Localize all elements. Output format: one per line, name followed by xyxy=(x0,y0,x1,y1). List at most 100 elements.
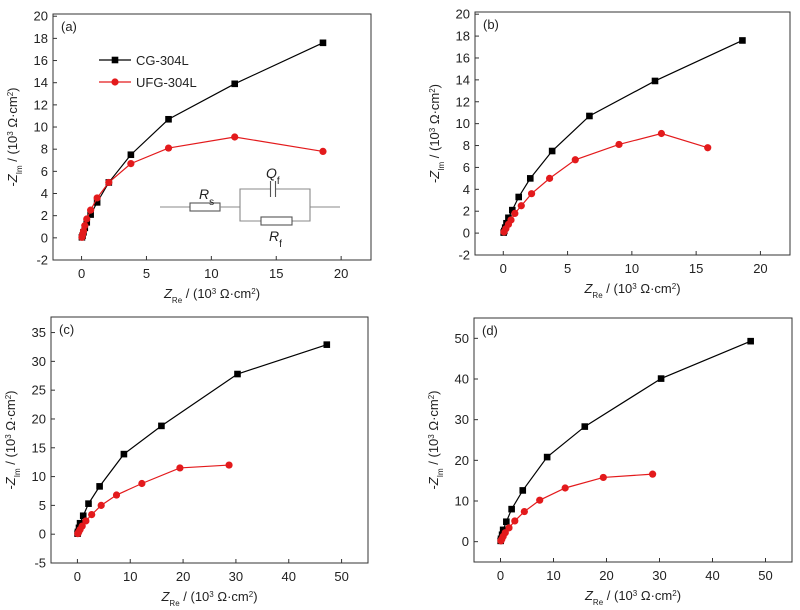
x-tick-label: 15 xyxy=(689,261,703,276)
panel-label: (c) xyxy=(59,322,74,337)
legend: CG-304L UFG-304L xyxy=(99,53,197,90)
y-tick-label: 18 xyxy=(34,31,48,46)
y-tick-label: 16 xyxy=(34,53,48,68)
x-tick-label: 10 xyxy=(546,568,560,583)
x-tick-label: 0 xyxy=(74,569,81,584)
y-tick-label: 6 xyxy=(463,160,470,175)
data-point-square xyxy=(543,453,551,461)
data-point-circle xyxy=(511,517,519,525)
data-point-square xyxy=(234,370,241,378)
x-tick-label: 10 xyxy=(625,261,639,276)
data-point-circle xyxy=(138,479,146,488)
data-point-circle xyxy=(505,524,513,532)
x-tick-label: 10 xyxy=(204,266,218,281)
data-point-circle xyxy=(561,484,569,492)
data-point-square xyxy=(747,337,754,345)
y-tick-label: 0 xyxy=(39,527,46,542)
data-point-circle xyxy=(97,501,105,509)
data-point-circle xyxy=(545,174,554,182)
x-tick-label: 0 xyxy=(497,568,504,583)
data-point-circle xyxy=(231,133,239,141)
data-point-circle xyxy=(88,511,96,519)
series-line xyxy=(76,344,327,534)
x-tick-label: 20 xyxy=(176,569,190,584)
y-tick-label: 6 xyxy=(41,164,48,179)
y-tick-label: 10 xyxy=(34,120,48,135)
panel-label: (d) xyxy=(482,323,498,338)
y-tick-label: 20 xyxy=(455,453,469,468)
x-tick-label: 5 xyxy=(143,266,150,281)
y-tick-label: 18 xyxy=(456,29,470,44)
resistor-rf xyxy=(260,216,293,226)
equivalent-circuit-inset xyxy=(160,181,340,226)
data-point-square xyxy=(586,112,593,120)
series-line xyxy=(503,39,743,233)
data-point-square xyxy=(508,206,516,214)
panel-c: 0 10 20 30 40 50 -5 0 5 10 15 20 25 30 35 ZRe / (103 Ω·… xyxy=(3,316,369,608)
y-tick-label: 30 xyxy=(32,354,46,369)
y-tick-label: 30 xyxy=(455,412,469,427)
data-point-circle xyxy=(501,529,509,537)
y-tick-label: 12 xyxy=(34,97,48,112)
label-rs: Rs xyxy=(199,186,214,208)
data-point-circle xyxy=(225,461,233,469)
y-tick-label: 15 xyxy=(32,440,46,455)
y-tick-label: 2 xyxy=(463,204,470,219)
series-cg-304l xyxy=(500,37,746,236)
data-point-square xyxy=(503,518,510,526)
data-point-square xyxy=(120,450,128,458)
legend-label: UFG-304L xyxy=(136,75,197,90)
legend-label: CG-304L xyxy=(136,53,189,68)
data-point-circle xyxy=(78,522,86,530)
y-tick-label: -2 xyxy=(36,253,48,268)
data-point-circle xyxy=(319,147,327,156)
panel-a: 0 5 10 15 20 -2 0 2 4 6 8 10 12 14 16 18 20 ZRe / (103 Ω·… xyxy=(5,9,372,305)
y-tick-label: 8 xyxy=(41,142,48,157)
data-point-square xyxy=(519,487,527,494)
y-tick-label: 20 xyxy=(34,9,48,24)
y-tick-label: 0 xyxy=(463,226,470,241)
y-tick-label: 12 xyxy=(456,94,470,109)
x-tick-label: 40 xyxy=(705,568,719,583)
y-tick-label: 14 xyxy=(456,72,470,87)
data-point-square xyxy=(548,147,556,155)
x-tick-label: 0 xyxy=(500,261,507,276)
series-cg-304l xyxy=(497,337,754,545)
series-line xyxy=(77,464,230,534)
data-point-circle xyxy=(511,209,519,218)
y-axis-label: -ZIm / (103 Ω·cm2) xyxy=(426,390,445,489)
data-point-circle xyxy=(571,156,579,164)
panel-label: (a) xyxy=(61,19,77,34)
plot-frame xyxy=(52,13,372,261)
legend-marker-square xyxy=(111,56,119,64)
x-tick-label: 50 xyxy=(334,569,348,584)
data-point-circle xyxy=(615,140,623,149)
x-tick-label: 30 xyxy=(229,569,243,584)
series-ufg-304l xyxy=(500,129,712,236)
y-tick-label: 0 xyxy=(462,534,469,549)
data-point-square xyxy=(651,77,659,85)
y-tick-label: 25 xyxy=(32,383,46,398)
y-tick-label: 5 xyxy=(39,498,46,513)
y-tick-label: 40 xyxy=(455,372,469,387)
data-point-circle xyxy=(83,215,91,223)
data-point-circle xyxy=(112,491,121,499)
y-tick-label: 0 xyxy=(41,230,48,245)
y-axis-label: -ZIm / (103 Ω·cm2) xyxy=(3,390,22,489)
panel-label: (b) xyxy=(483,17,499,32)
x-tick-label: 20 xyxy=(334,266,348,281)
data-point-square xyxy=(319,39,327,47)
series-line xyxy=(500,340,751,541)
x-tick-label: 0 xyxy=(78,266,85,281)
plot-frame xyxy=(473,317,793,563)
y-tick-label: 10 xyxy=(456,116,470,131)
resistor-rs xyxy=(189,202,221,212)
y-axis-label: -ZIm / (103 Ω·cm2) xyxy=(427,84,446,183)
data-point-circle xyxy=(164,144,173,152)
label-rf: Rf xyxy=(269,228,282,250)
y-tick-label: 8 xyxy=(463,138,470,153)
x-tick-label: 10 xyxy=(123,569,137,584)
x-axis-label: ZRe / (103 Ω·cm2) xyxy=(583,281,680,300)
series-line xyxy=(503,132,708,233)
